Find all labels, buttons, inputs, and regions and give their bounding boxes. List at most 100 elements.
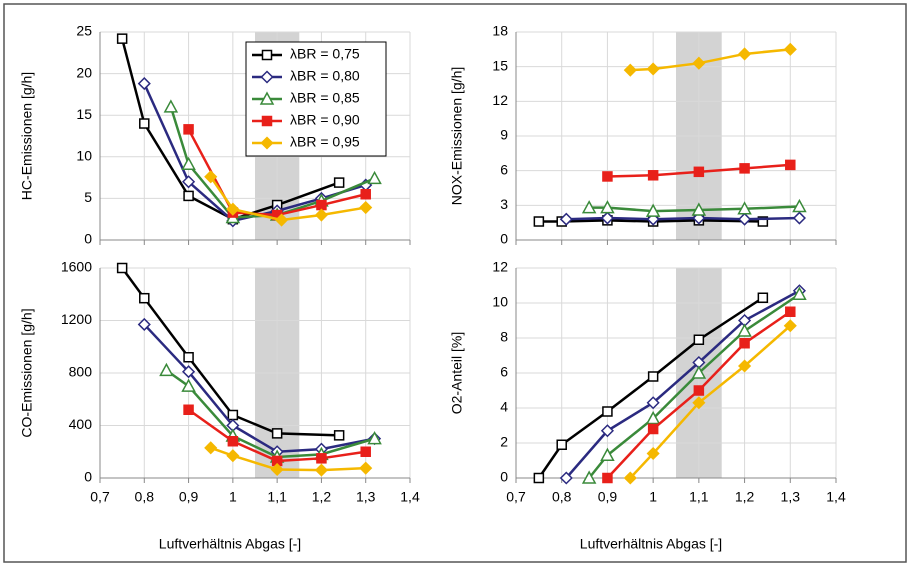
x-tick-label: 0,7 (506, 489, 526, 505)
series (559, 211, 806, 226)
y-tick-label: 6 (500, 364, 508, 380)
marker (581, 200, 597, 214)
series (533, 292, 769, 484)
legend-marker (259, 91, 275, 105)
marker (367, 431, 382, 445)
legend-label: λBR = 0,75 (290, 46, 360, 62)
marker (647, 423, 659, 435)
marker (739, 338, 750, 349)
marker (204, 441, 218, 455)
y-tick-label: 25 (76, 23, 92, 39)
marker (581, 470, 597, 484)
marker (181, 156, 196, 171)
marker (333, 430, 345, 441)
marker (692, 396, 706, 410)
marker (163, 99, 179, 113)
series (183, 404, 371, 467)
y-tick-label: 9 (500, 127, 508, 143)
marker (316, 453, 327, 464)
marker (623, 63, 637, 77)
marker (533, 216, 545, 227)
marker (693, 385, 705, 396)
series (602, 159, 796, 182)
marker (738, 212, 752, 226)
marker (646, 396, 660, 410)
marker (600, 200, 615, 214)
y-tick-label: 0 (500, 469, 508, 485)
marker (737, 201, 752, 215)
y-tick-label: 12 (492, 92, 508, 108)
y-tick-label: 10 (492, 294, 508, 310)
x-tick-label: 0,9 (598, 489, 618, 505)
marker (647, 170, 659, 181)
series-line (565, 289, 801, 479)
y-tick-label: 0 (84, 231, 92, 247)
x-tick-label: 1 (229, 489, 237, 505)
marker (693, 166, 705, 178)
marker (314, 463, 328, 477)
x-axis-title: Luftverhältnis Abgas [-] (159, 536, 301, 552)
y-tick-label: 18 (492, 23, 508, 39)
marker (757, 292, 769, 303)
legend-marker (261, 49, 273, 61)
series-line (169, 106, 376, 219)
marker (367, 170, 382, 185)
series (204, 170, 373, 227)
marker (792, 211, 806, 225)
marker (333, 177, 345, 188)
y-tick-label: 6 (500, 161, 508, 177)
series-line (537, 296, 764, 479)
marker (183, 124, 194, 135)
marker (360, 446, 371, 457)
y-tick-label: 20 (76, 64, 92, 80)
series (581, 198, 807, 217)
x-tick-label: 1,1 (689, 489, 709, 505)
frame (3, 3, 907, 563)
series-line (120, 38, 340, 221)
marker (600, 424, 614, 438)
marker (792, 198, 807, 213)
legend-marker (261, 115, 273, 127)
marker (204, 170, 218, 184)
legend-label: λBR = 0,95 (290, 134, 360, 150)
series (204, 441, 373, 477)
marker (183, 352, 194, 363)
x-tick-label: 0,9 (179, 489, 199, 505)
marker (600, 211, 614, 225)
marker (359, 461, 373, 475)
marker (533, 472, 545, 484)
marker (785, 159, 796, 171)
marker (270, 462, 284, 477)
y-tick-label: 10 (76, 148, 92, 164)
y-tick-label: 800 (69, 364, 93, 380)
marker (602, 171, 613, 182)
marker (738, 47, 752, 61)
x-tick-label: 1,3 (781, 489, 801, 505)
x-tick-label: 0,8 (552, 489, 572, 505)
marker (137, 77, 151, 91)
marker (271, 428, 283, 439)
marker (316, 199, 327, 211)
y-axis-title: CO-Emissionen [g/h] (19, 308, 35, 437)
x-tick-label: 0,8 (135, 489, 155, 505)
x-tick-label: 1,2 (312, 489, 332, 505)
marker (647, 371, 659, 382)
y-tick-label: 1600 (61, 259, 92, 275)
legend-label: λBR = 0,85 (290, 90, 360, 106)
marker (159, 362, 174, 377)
marker (314, 208, 328, 222)
marker (183, 190, 194, 202)
y-tick-label: 400 (69, 416, 93, 432)
marker (227, 409, 239, 421)
marker (757, 216, 769, 227)
marker (739, 163, 750, 174)
legend-marker (260, 136, 274, 150)
legend-marker (260, 70, 274, 84)
x-tick-label: 1,2 (735, 489, 755, 505)
y-axis-title: HC-Emissionen [g/h] (19, 72, 35, 200)
series (623, 42, 797, 77)
marker (692, 211, 706, 225)
marker (646, 446, 660, 461)
series (581, 286, 807, 484)
